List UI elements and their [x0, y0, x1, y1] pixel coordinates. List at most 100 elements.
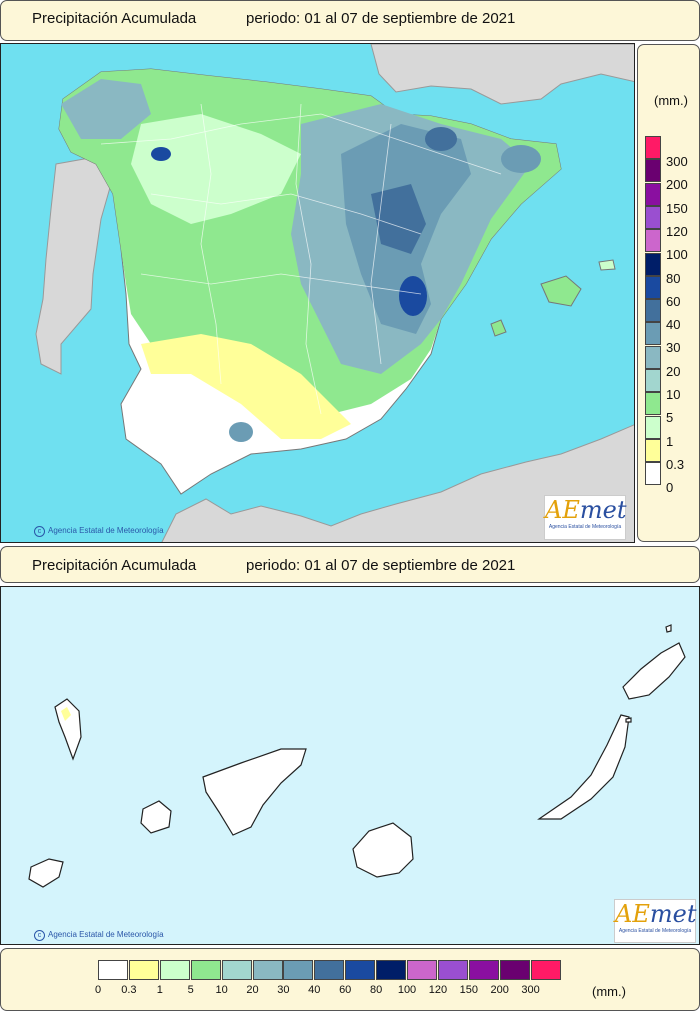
legend-swatch-300: [645, 136, 661, 159]
vertical-legend: (mm.) 300 200 150 120 100 80 60 40 30 20 10 5 1 0.3 0: [637, 44, 700, 542]
legend-swatch-100: [645, 229, 661, 253]
hlegend-swatch-150: [468, 960, 499, 980]
hlegend-swatch-20: [252, 960, 283, 980]
legend-swatch-40: [645, 299, 661, 323]
copyright-icon: c: [34, 930, 45, 941]
legend-swatch-0.3: [645, 438, 661, 462]
hlegend-swatch-30: [283, 960, 314, 980]
precip-valencia-core: [399, 276, 427, 316]
legend-swatch-150: [645, 182, 661, 206]
legend-label-0: 0: [666, 480, 674, 496]
hlegend-label-100: 100: [397, 984, 417, 996]
precip-teal: [61, 79, 151, 139]
legend-swatch-30: [645, 322, 661, 346]
aemet-logo-top: AEmet Agencia Estatal de Meteorología: [544, 495, 626, 540]
bottom-period: periodo: 01 al 07 de septiembre de 2021: [246, 557, 516, 574]
balearics-menorca: [598, 259, 616, 271]
top-title: Precipitación Acumulada: [32, 10, 197, 27]
island-graciosa: [665, 624, 672, 633]
island-el-hierro: [28, 858, 64, 888]
horizontal-legend-unit: (mm.): [592, 984, 626, 999]
hlegend-swatch-40: [314, 960, 345, 980]
hlegend-label-10: 10: [215, 984, 228, 996]
peninsula-map: c Agencia Estatal de Meteorología AEmet A…: [0, 43, 635, 543]
top-title-bar: Precipitación Acumulada periodo: 01 al 0…: [0, 0, 700, 41]
precip-yellow-south: [141, 334, 351, 439]
precip-catalonia: [501, 145, 541, 173]
precip-east-dark: [371, 184, 426, 254]
legend-swatch-200: [645, 159, 661, 183]
copyright-icon: c: [34, 526, 45, 537]
top-credit: c Agencia Estatal de Meteorología: [34, 526, 164, 537]
top-period: periodo: 01 al 07 de septiembre de 2021: [246, 10, 516, 27]
canary-map: c Agencia Estatal de Meteorología AEmet A…: [0, 586, 700, 945]
hlegend-label-0.3: 0.3: [121, 984, 137, 996]
balearics-mallorca: [540, 275, 582, 307]
legend-label-80: 80: [666, 270, 681, 286]
hlegend-swatch-0.3: [128, 960, 159, 980]
hlegend-label-1: 1: [156, 984, 163, 996]
legend-swatch-1: [645, 415, 661, 439]
hlegend-label-200: 200: [490, 984, 509, 996]
hlegend-label-120: 120: [428, 984, 448, 996]
hlegend-label-5: 5: [187, 984, 194, 996]
legend-label-40: 40: [666, 317, 681, 333]
balearics-ibiza: [490, 319, 507, 337]
legend-label-10: 10: [666, 387, 681, 402]
precip-aragon-core: [425, 127, 457, 151]
legend-label-0.3: 0.3: [666, 456, 685, 472]
legend-label-60: 60: [666, 293, 681, 309]
legend-swatch-0: [645, 462, 661, 486]
hlegend-swatch-200: [499, 960, 530, 980]
france-land: [370, 44, 634, 105]
hlegend-swatch-1: [159, 960, 190, 980]
legend-swatch-20: [645, 345, 661, 369]
hlegend-label-0: 0: [94, 984, 102, 996]
portugal-land: [35, 155, 112, 375]
hlegend-swatch-60: [345, 960, 376, 980]
island-lobos: [625, 717, 632, 723]
precip-lightgreen: [131, 114, 301, 224]
hlegend-label-300: 300: [521, 984, 540, 996]
bottom-credit: c Agencia Estatal de Meteorología: [34, 930, 164, 941]
island-la-gomera: [140, 800, 172, 834]
island-lanzarote: [622, 642, 686, 700]
legend-swatch-5: [645, 392, 661, 416]
legend-label-5: 5: [666, 410, 674, 426]
legend-swatch-10: [645, 369, 661, 392]
hlegend-label-80: 80: [369, 984, 383, 996]
hlegend-swatch-0: [98, 960, 128, 980]
island-la-palma: [54, 698, 82, 761]
bottom-title: Precipitación Acumulada: [32, 557, 197, 574]
hlegend-label-40: 40: [308, 984, 321, 996]
precip-sierra-core: [229, 422, 253, 442]
legend-label-120: 120: [666, 223, 688, 239]
hlegend-label-20: 20: [246, 984, 259, 996]
legend-label-150: 150: [666, 200, 688, 216]
province-borders: [100, 103, 502, 415]
hlegend-label-150: 150: [459, 984, 478, 996]
legend-unit: (mm.): [654, 93, 688, 108]
legend-label-30: 30: [666, 340, 681, 356]
legend-swatch-80: [645, 252, 661, 276]
aemet-logo-bottom: AEmet Agencia Estatal de Meteorología: [614, 899, 696, 943]
la-palma-precip: [61, 707, 71, 721]
legend-label-300: 300: [666, 154, 688, 169]
hlegend-swatch-10: [221, 960, 252, 980]
island-tenerife: [202, 748, 307, 836]
hlegend-label-60: 60: [339, 984, 352, 996]
hlegend-swatch-300: [530, 960, 561, 980]
africa-land: [161, 424, 634, 542]
hlegend-swatch-120: [437, 960, 468, 980]
legend-swatch-60: [645, 275, 661, 299]
hlegend-swatch-100: [407, 960, 437, 980]
legend-label-20: 20: [666, 363, 681, 379]
island-gran-canaria: [352, 822, 414, 878]
legend-label-100: 100: [666, 247, 688, 263]
legend-label-1: 1: [666, 433, 674, 449]
hlegend-swatch-80: [376, 960, 407, 980]
island-fuerteventura: [537, 714, 630, 820]
precip-galicia-core: [151, 147, 171, 161]
hlegend-swatch-5: [190, 960, 221, 980]
bottom-title-bar: Precipitación Acumulada periodo: 01 al 0…: [0, 546, 700, 583]
